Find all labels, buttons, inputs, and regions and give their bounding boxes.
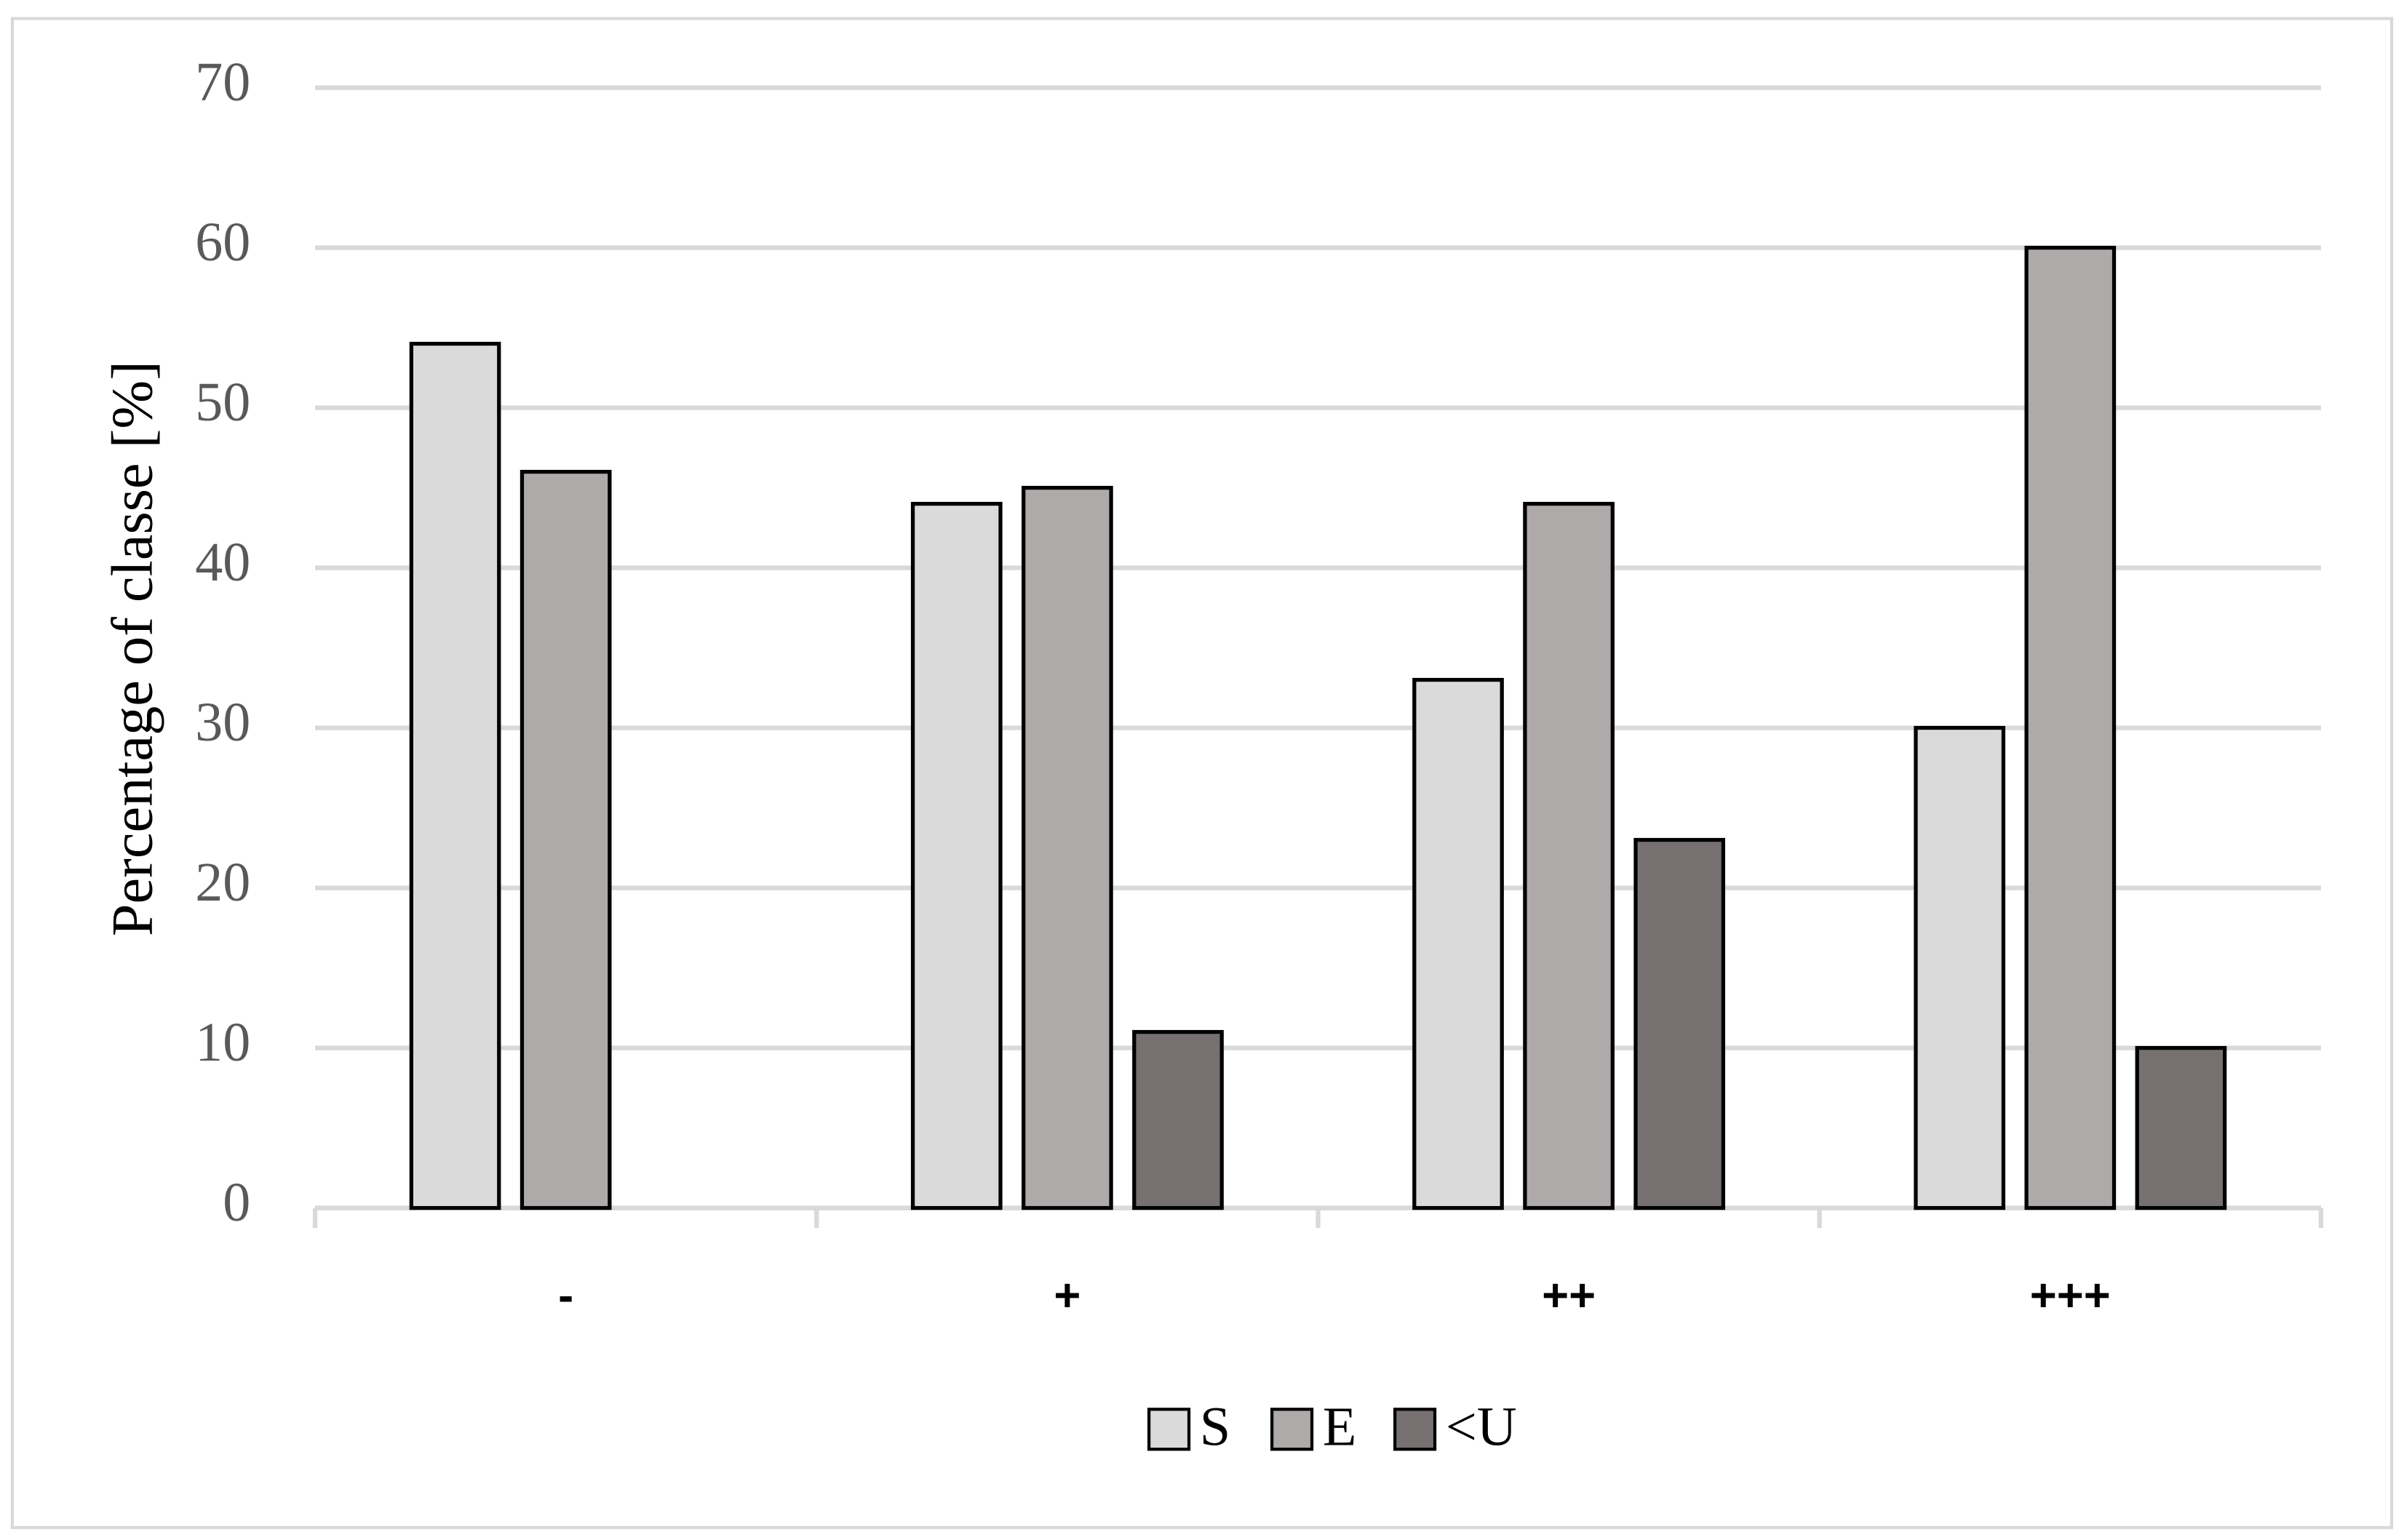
legend-swatch [1393, 1408, 1437, 1451]
bar [1633, 837, 1726, 1210]
bar [409, 341, 501, 1210]
y-tick-label: 10 [195, 1012, 250, 1073]
y-axis-label: Percentage of classe [%] [100, 361, 165, 936]
x-tick-label: - [558, 1270, 573, 1321]
bar [2024, 245, 2117, 1210]
bar [2135, 1045, 2227, 1210]
y-tick-label: 70 [195, 52, 250, 113]
bar [1132, 1029, 1224, 1210]
bar [1914, 725, 2006, 1210]
y-tick-label: 20 [195, 852, 250, 913]
legend-swatch [1147, 1408, 1191, 1451]
y-tick-label: 60 [195, 212, 250, 273]
bar [1412, 677, 1504, 1210]
legend-swatch [1270, 1408, 1314, 1451]
legend-label: <U [1446, 1396, 1517, 1457]
y-tick-label: 0 [223, 1172, 250, 1233]
y-tick-label: 30 [195, 692, 250, 753]
legend-label: E [1323, 1396, 1356, 1457]
x-tick-label: ++ [1542, 1270, 1596, 1321]
bar [910, 501, 1003, 1210]
bar [1022, 485, 1113, 1210]
y-tick-label: 50 [195, 372, 250, 433]
x-tick-label: +++ [2030, 1270, 2111, 1321]
legend-label: S [1200, 1396, 1230, 1457]
y-tick-label: 40 [195, 532, 250, 593]
bar [1523, 501, 1615, 1210]
x-tick-label: + [1054, 1270, 1080, 1321]
bar [520, 469, 612, 1210]
